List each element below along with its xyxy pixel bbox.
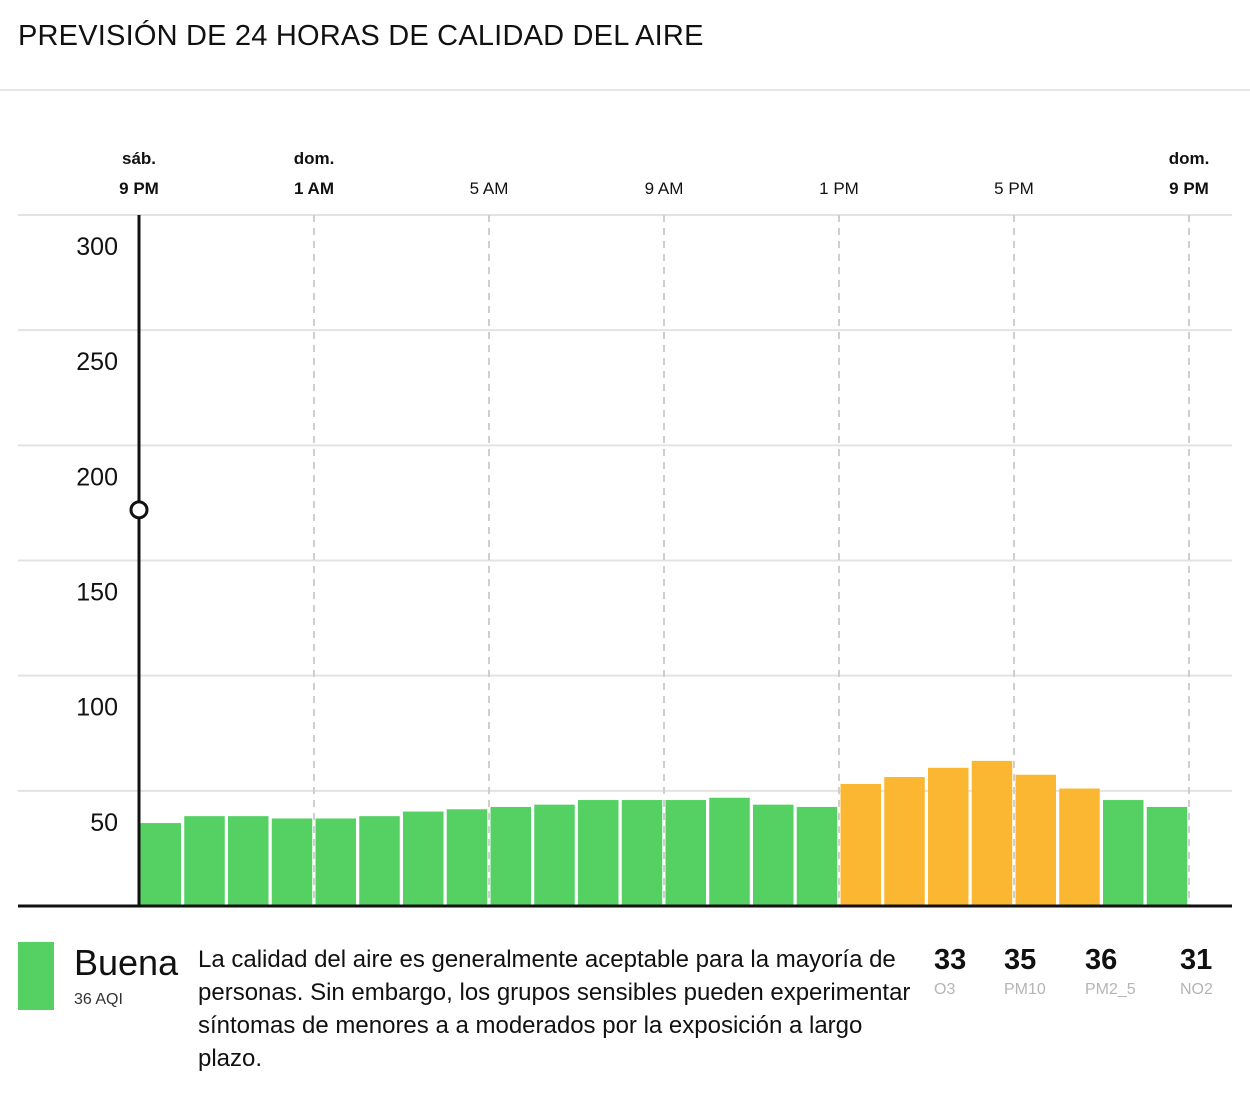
bar-5-am (490, 806, 531, 906)
bar-10-am (709, 797, 750, 906)
bar-11-am (753, 804, 794, 906)
pollutant-value: 36 (1085, 944, 1118, 976)
y-tick-label: 300 (76, 233, 118, 261)
x-tick-label: 9 PM (1169, 179, 1209, 198)
bar-12-pm (796, 806, 838, 906)
bar-1-pm (840, 783, 881, 906)
bar-6-pm (1059, 788, 1100, 906)
x-tick-label: 1 PM (819, 179, 859, 198)
x-tick-label: 5 AM (470, 179, 509, 198)
x-tick-day-label: dom. (294, 149, 335, 168)
pollutant-name: PM10 (1004, 981, 1046, 998)
bar-4-am (446, 809, 488, 906)
y-tick-label: 200 (76, 463, 118, 491)
page-title: PREVISIÓN DE 24 HORAS DE CALIDAD DEL AIR… (18, 20, 704, 52)
pollutant-pm2-5: 36 PM2_5 (1085, 943, 1136, 999)
pollutant-pm10: 35 PM10 (1004, 943, 1046, 999)
pollutant-name: O3 (934, 981, 956, 998)
category-color-swatch (18, 942, 54, 1010)
x-tick-day-label: sáb. (122, 149, 156, 168)
aqi-value: 36 AQI (74, 991, 123, 1008)
pollutant-o3: 33 O3 (934, 943, 966, 999)
bar-2-am (359, 816, 400, 906)
aqi-forecast-chart: 50 100 150 200 250 300 9 PM sáb. 1 AM dom. 5 AM 9 A… (18, 149, 1232, 908)
bar-3-pm (928, 767, 969, 906)
bar-8-pm (1146, 806, 1188, 906)
current-time-marker (129, 500, 149, 520)
bar-7-pm (1103, 800, 1144, 906)
bar-9-pm (140, 823, 181, 906)
bar-2-pm (884, 777, 925, 906)
bar-11-pm (228, 816, 269, 906)
x-tick-label: 1 AM (294, 179, 334, 198)
pollutant-value: 35 (1004, 944, 1037, 976)
bar-9-am (665, 800, 706, 906)
title-divider (0, 89, 1250, 91)
bar-6-am (534, 804, 575, 906)
y-tick-label: 100 (76, 694, 118, 722)
pollutant-name: NO2 (1180, 981, 1213, 998)
aqi-category: Buena (74, 942, 179, 983)
x-tick-label: 9 AM (645, 179, 684, 198)
aqi-description: La calidad del aire es generalmente acep… (198, 946, 911, 1072)
pollutant-no2: 31 NO2 (1180, 943, 1213, 999)
y-tick-label: 150 (76, 579, 118, 607)
x-tick-day-label: dom. (1169, 149, 1210, 168)
bar-8-am (621, 800, 663, 906)
bar-12-am (271, 818, 313, 906)
bar-10-pm (184, 816, 225, 906)
bar-1-am (315, 818, 356, 906)
y-tick-label: 50 (90, 809, 118, 837)
pollutant-value: 31 (1180, 944, 1213, 976)
bar-5-pm (1015, 774, 1056, 906)
pollutant-name: PM2_5 (1085, 981, 1136, 998)
bar-4-pm (971, 760, 1013, 906)
x-tick-label: 5 PM (994, 179, 1034, 198)
bar-3-am (403, 811, 444, 906)
pollutant-value: 33 (934, 944, 967, 976)
x-tick-label: 9 PM (119, 179, 159, 198)
y-tick-label: 250 (76, 348, 118, 376)
bar-7-am (578, 800, 619, 906)
